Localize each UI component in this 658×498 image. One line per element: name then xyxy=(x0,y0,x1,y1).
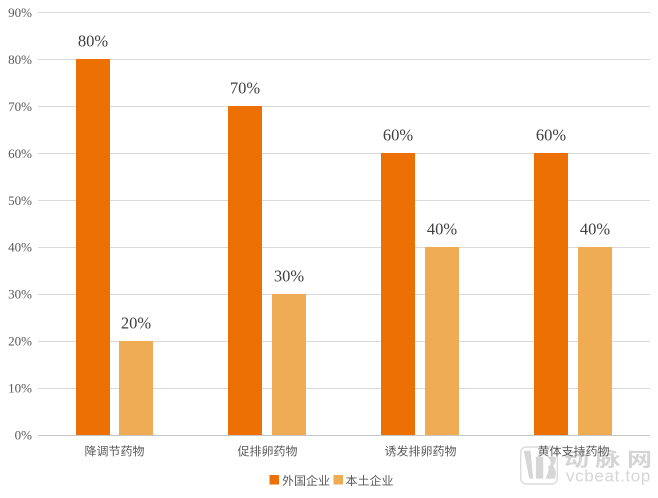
svg-text:80%: 80% xyxy=(8,52,32,67)
svg-text:vcbeat.top: vcbeat.top xyxy=(566,467,651,486)
svg-text:90%: 90% xyxy=(8,5,32,20)
svg-text:60%: 60% xyxy=(8,146,32,161)
svg-text:0%: 0% xyxy=(15,428,33,443)
svg-text:20%: 20% xyxy=(121,314,152,333)
svg-text:10%: 10% xyxy=(8,381,32,396)
svg-text:30%: 30% xyxy=(8,287,32,302)
svg-text:50%: 50% xyxy=(8,193,32,208)
svg-text:70%: 70% xyxy=(230,79,261,98)
svg-text:20%: 20% xyxy=(8,334,32,349)
svg-text:80%: 80% xyxy=(78,32,109,51)
svg-text:30%: 30% xyxy=(274,267,305,286)
svg-text:60%: 60% xyxy=(383,126,414,145)
svg-text:40%: 40% xyxy=(8,240,32,255)
svg-text:70%: 70% xyxy=(8,99,32,114)
svg-text:40%: 40% xyxy=(580,220,611,239)
svg-text:40%: 40% xyxy=(427,220,458,239)
svg-text:60%: 60% xyxy=(536,126,567,145)
